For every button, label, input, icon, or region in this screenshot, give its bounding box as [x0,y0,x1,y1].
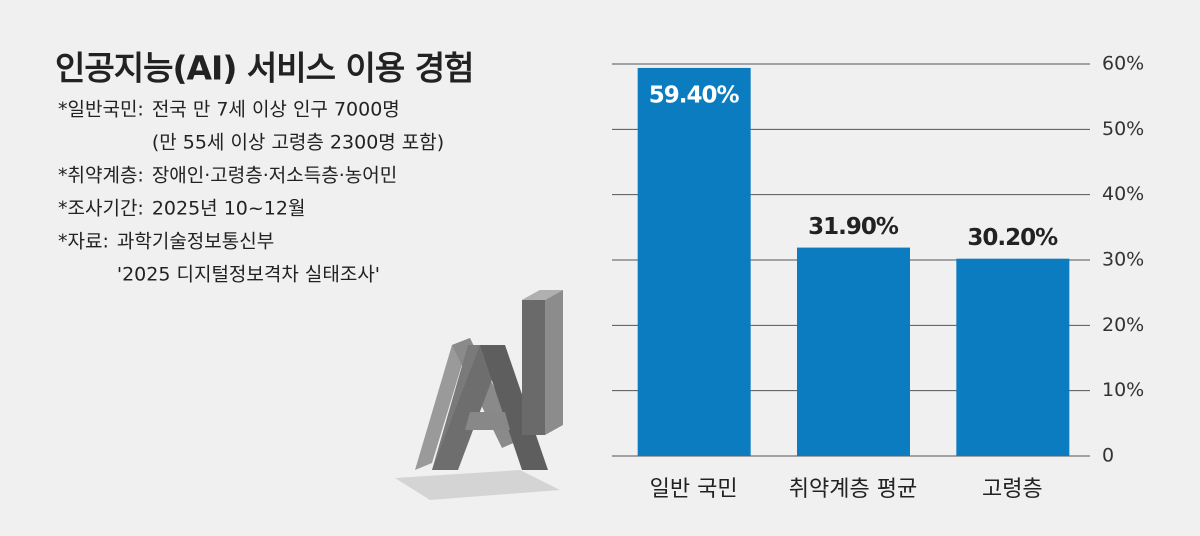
y-tick-label: 30% [1102,249,1144,271]
value-label: 59.40% [649,82,740,108]
bar [637,67,751,457]
y-tick-label: 0 [1102,445,1114,467]
chart-title: 인공지능(AI) 서비스 이용 경험 [55,49,473,88]
note-text: 과학기술정보통신부 [117,231,274,253]
value-label: 30.20% [967,225,1058,251]
y-tick-label: 10% [1102,379,1144,401]
note-label: *자료: [58,231,109,253]
note-text: '2025 디지털정보격차 실태조사' [117,264,380,286]
note-label: *일반국민: [58,99,144,121]
x-tick-label: 일반 국민 [650,477,738,502]
x-tick-label: 취약계층 평균 [789,477,917,502]
note-label: *조사기간: [58,198,144,220]
note-text: (만 55세 이상 고령층 2300명 포함) [152,132,444,154]
value-label: 31.90% [808,214,899,240]
bar [956,258,1070,456]
y-tick-label: 20% [1102,314,1144,336]
ai-graphic [395,290,563,500]
y-tick-label: 40% [1102,183,1144,205]
note-text: 2025년 10~12월 [152,198,306,220]
note-text: 전국 만 7세 이상 인구 7000명 [152,99,400,121]
bar [797,247,910,456]
y-tick-label: 50% [1102,118,1144,140]
note-label: *취약계층: [58,165,144,187]
y-tick-label: 60% [1102,53,1144,75]
x-tick-label: 고령층 [982,477,1043,502]
note-text: 장애인·고령층·저소득층·농어민 [152,165,397,187]
